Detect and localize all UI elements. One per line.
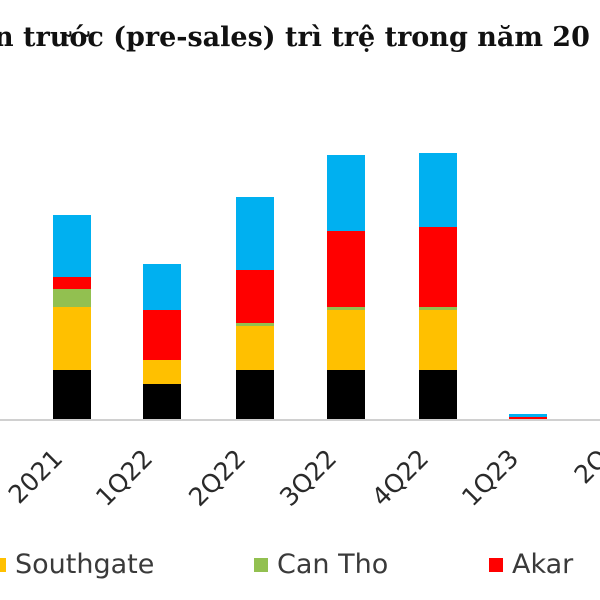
bar-segment-1q22-series-0: [143, 384, 181, 419]
bar-segment-1q23-series-3: [509, 417, 547, 419]
x-tick-labels: 2021 1Q22 2Q22 3Q22 4Q22 1Q23 2Q: [3, 444, 600, 512]
legend-item-can-tho: Can Tho: [254, 549, 388, 580]
bar-segment-3q22-series-1: [327, 310, 365, 370]
bar-segment-2021-series-3: [53, 277, 91, 289]
x-tick-label-3q22: 3Q22: [274, 444, 342, 512]
bar-segment-2q22-series-4: [236, 197, 274, 270]
bar-segment-3q22-series-0: [327, 370, 365, 419]
bar-segment-2q22-series-0: [236, 370, 274, 419]
bar-segment-2021-series-1: [53, 307, 91, 370]
bar-segment-2021-series-4: [53, 215, 91, 277]
bar-segment-4q22-series-0: [419, 370, 457, 419]
bar-segment-1q22-series-4: [143, 264, 181, 310]
legend-item-southgate: Southgate: [0, 549, 154, 580]
legend-item-akar: Akar: [489, 549, 573, 580]
x-tick-label-1q22: 1Q22: [90, 444, 158, 512]
bar-segment-3q22-series-4: [327, 155, 365, 231]
chart-title: n trước (pre-sales) trì trệ trong năm 20: [0, 22, 590, 53]
bar-segment-4q22-series-3: [419, 227, 457, 307]
legend-label-can-tho: Can Tho: [277, 549, 389, 580]
bar-segment-3q22-series-3: [327, 231, 365, 307]
bar-segment-4q22-series-1: [419, 310, 457, 370]
bar-segment-4q22-series-4: [419, 153, 457, 227]
x-tick-label-4q22: 4Q22: [366, 444, 434, 512]
bar-segment-2q22-series-2: [236, 323, 274, 326]
bar-segment-2q22-series-3: [236, 270, 274, 323]
bar-segment-1q22-series-1: [143, 360, 181, 384]
bar-segment-2021-series-2: [53, 289, 91, 307]
legend-swatch-can-tho: [254, 557, 268, 572]
legend-label-southgate: Southgate: [15, 549, 155, 580]
bar-segment-1q22-series-3: [143, 310, 181, 360]
legend: Southgate Can Tho Akar: [0, 549, 600, 589]
legend-swatch-southgate: [0, 557, 6, 572]
bar-segment-3q22-series-2: [327, 307, 365, 310]
legend-swatch-akar: [489, 557, 503, 572]
x-tick-label-2021: 2021: [3, 444, 68, 509]
bar-segment-2021-series-0: [53, 370, 91, 419]
bar-segment-1q23-series-4: [509, 414, 547, 417]
legend-label-akar: Akar: [512, 549, 574, 580]
x-tick-label-1q23: 1Q23: [456, 444, 524, 512]
x-tick-label-2q: 2Q: [569, 444, 600, 490]
x-tick-label-2q22: 2Q22: [183, 444, 251, 512]
bars-group: [53, 153, 547, 419]
bar-segment-4q22-series-2: [419, 307, 457, 310]
bar-segment-2q22-series-1: [236, 326, 274, 370]
